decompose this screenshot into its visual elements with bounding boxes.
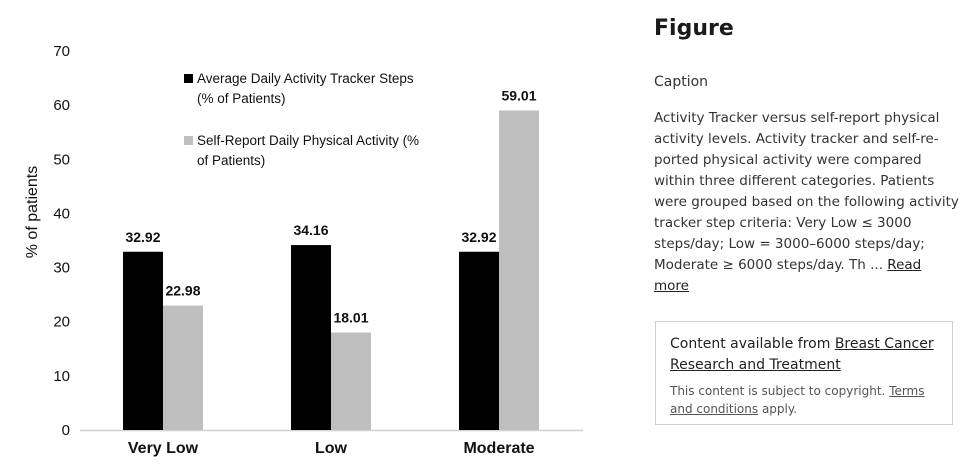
bar-self-report-low xyxy=(331,332,371,430)
bar-self-report-moderate xyxy=(499,110,539,431)
source-prefix: Content available from xyxy=(670,336,835,352)
bar-chart: 0 10 20 30 40 50 60 70 32.92 34.16 32.92 22.98 18.0… xyxy=(24,43,583,457)
source-line: Content available from Breast Cancer Res… xyxy=(670,334,938,376)
y-tick-label: 30 xyxy=(53,260,70,277)
y-tick-label: 50 xyxy=(53,151,70,168)
legend-swatch xyxy=(184,74,193,83)
legend-entry-text: (% of Patients) xyxy=(197,91,286,106)
y-tick-label: 40 xyxy=(53,205,70,222)
journal-link[interactable]: Breast Cancer Research and Treatment xyxy=(670,336,934,373)
legend-entry-text: Self-Report Daily Physical Activity (% xyxy=(197,133,419,148)
bar-tracker-moderate xyxy=(459,251,499,430)
legend-entry-text: Average Daily Activity Tracker Steps xyxy=(197,71,414,86)
caption-ellipsis: ... xyxy=(865,257,888,273)
read-more-link[interactable]: Read more xyxy=(654,257,922,294)
caption-heading: Caption xyxy=(654,74,709,90)
bar-tracker-low xyxy=(291,245,331,430)
data-label: 59.01 xyxy=(501,88,536,104)
y-axis-label: % of patients xyxy=(24,166,41,259)
data-label: 18.01 xyxy=(333,309,368,325)
y-tick-label: 60 xyxy=(53,97,70,114)
copyright-prefix: This content is subject to copyright. xyxy=(670,384,890,398)
caption-body-text: Activity Tracker versus self-report phys… xyxy=(654,110,959,273)
content-source-box: Content available from Breast Cancer Res… xyxy=(655,321,953,425)
figure-sidebar: Figure Caption Activity Tracker versus s… xyxy=(654,0,964,468)
y-tick-label: 70 xyxy=(53,43,70,60)
y-tick-label: 10 xyxy=(53,368,70,385)
chart-area: 0 10 20 30 40 50 60 70 32.92 34.16 32.92 22.98 18.0… xyxy=(24,43,583,457)
legend-entry-text: of Patients) xyxy=(197,153,265,168)
y-tick-label: 20 xyxy=(53,314,70,331)
legend-swatch xyxy=(184,136,193,145)
copyright-suffix: apply. xyxy=(758,402,798,416)
data-label: 22.98 xyxy=(165,283,200,299)
y-tick-label: 0 xyxy=(62,422,70,439)
caption-text: Activity Tracker versus self-report phys… xyxy=(654,108,959,297)
bar-tracker-very-low xyxy=(123,251,163,430)
x-category-label: Low xyxy=(315,440,348,457)
data-label: 32.92 xyxy=(461,229,496,245)
x-category-label: Moderate xyxy=(463,440,534,457)
terms-link[interactable]: Terms and conditions xyxy=(670,384,925,416)
figure-title: Figure xyxy=(654,16,734,41)
data-label: 34.16 xyxy=(293,222,328,238)
data-label: 32.92 xyxy=(125,229,160,245)
bar-self-report-very-low xyxy=(163,305,203,430)
x-category-label: Very Low xyxy=(128,440,199,457)
copyright-notice: This content is subject to copyright. Te… xyxy=(670,382,938,418)
